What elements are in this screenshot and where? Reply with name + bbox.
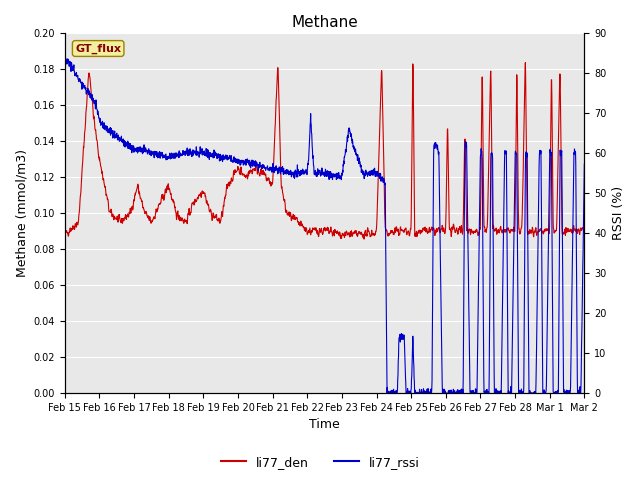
li77_den (300, 224, 307, 229)
li77_rssi (470, 390, 478, 396)
li77_den (88, 91, 95, 97)
Line: li77_den: li77_den (65, 62, 584, 239)
Y-axis label: RSSI (%): RSSI (%) (612, 186, 625, 240)
Text: GT_flux: GT_flux (75, 43, 121, 54)
li77_den (360, 236, 368, 242)
li77_rssi (300, 171, 308, 177)
li77_rssi (580, 161, 588, 167)
li77_den (61, 230, 68, 236)
li77_rssi (61, 59, 68, 65)
li77_rssi (88, 92, 95, 97)
Y-axis label: Methane (mmol/m3): Methane (mmol/m3) (15, 149, 28, 277)
li77_den (314, 228, 321, 234)
li77_rssi (314, 166, 321, 172)
li77_den (580, 230, 588, 236)
Line: li77_rssi: li77_rssi (65, 59, 584, 393)
li77_den (566, 228, 573, 233)
li77_rssi (566, 390, 573, 396)
li77_den (470, 229, 478, 235)
Legend: li77_den, li77_rssi: li77_den, li77_rssi (216, 451, 424, 474)
li77_rssi (384, 390, 392, 396)
li77_rssi (566, 390, 573, 396)
li77_rssi (63, 56, 71, 61)
Title: Methane: Methane (291, 15, 358, 30)
li77_den (566, 228, 573, 234)
X-axis label: Time: Time (309, 419, 340, 432)
li77_den (522, 60, 529, 65)
